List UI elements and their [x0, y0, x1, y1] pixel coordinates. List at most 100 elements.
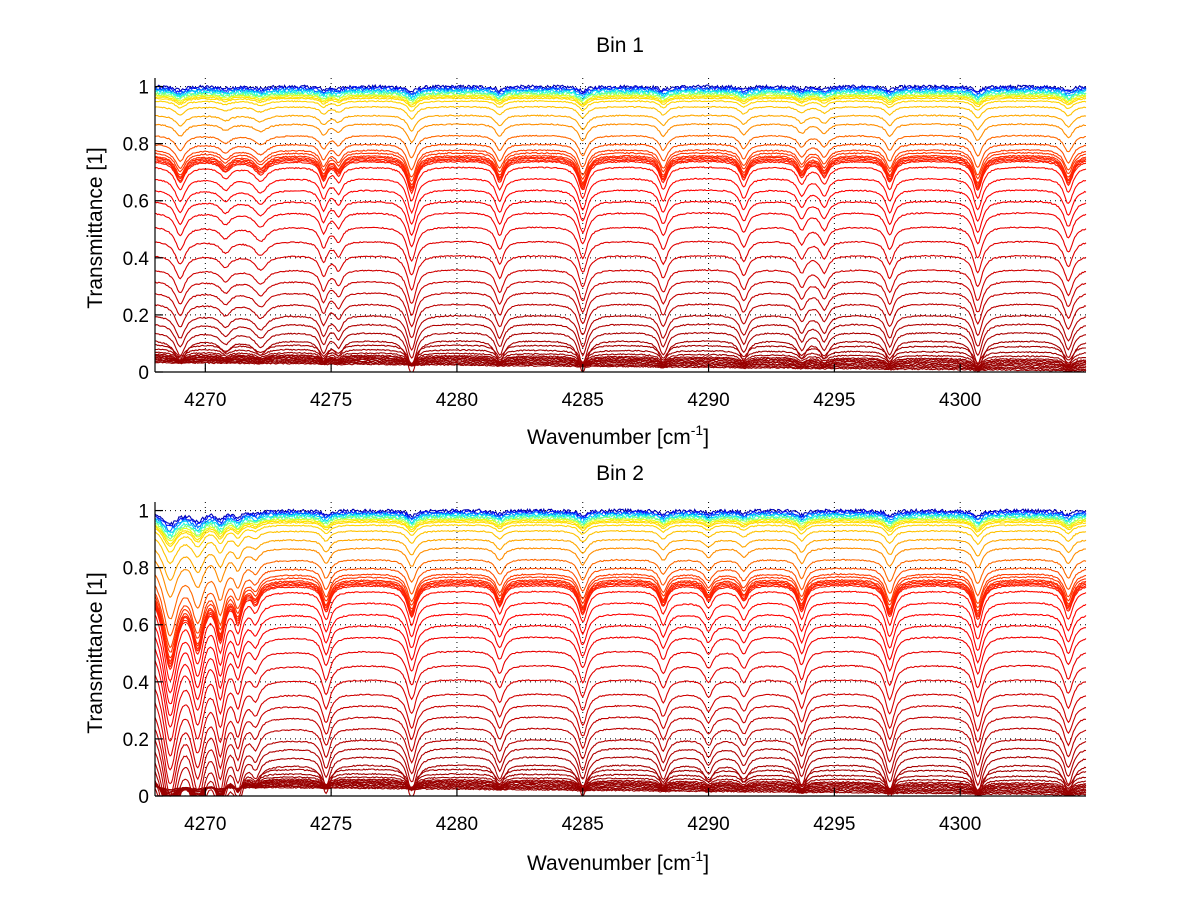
spectrum-series	[154, 764, 1087, 797]
spectrum-series	[154, 518, 1086, 542]
spectrum-series	[154, 580, 1087, 663]
spectrum-series	[154, 114, 1087, 132]
grid-lines	[155, 502, 1086, 796]
axes	[154, 502, 1086, 797]
spectrum-series	[154, 636, 1087, 728]
spectrum-series	[154, 786, 1087, 797]
spectrum-series	[154, 783, 1087, 795]
spectrum-series	[154, 280, 1087, 317]
spectrum-series	[154, 601, 1087, 694]
axes	[154, 78, 1086, 373]
spectrum-series	[154, 160, 1087, 195]
y-tick-label: 0.8	[123, 135, 149, 156]
y-tick-label: 0	[138, 363, 149, 384]
y-tick-label: 0	[138, 787, 149, 808]
x-tick-label: 4280	[436, 814, 478, 835]
spectrum-series	[154, 782, 1086, 797]
x-tick-label: 4295	[813, 814, 855, 835]
x-tick-label: 4280	[436, 390, 478, 411]
spectrum-series	[154, 149, 1087, 178]
spectrum-series	[154, 679, 1086, 771]
spectrum-series	[155, 361, 1087, 373]
spectrum-series	[154, 291, 1087, 328]
spectrum-series	[154, 785, 1087, 796]
series-lines	[154, 83, 1087, 373]
x-tick-labels: 4270 4275 4280 4285 4290 4295 4300	[184, 814, 981, 835]
spectrum-series	[154, 240, 1087, 276]
spectrum-series	[154, 716, 1087, 797]
y-tick-label: 0.6	[123, 192, 149, 213]
x-axis-label-superscript: -1	[691, 422, 704, 438]
spectrum-series	[154, 547, 1086, 598]
spectrum-series	[154, 134, 1087, 159]
spectrum-series	[154, 211, 1087, 248]
spectrum-series	[154, 105, 1087, 120]
spectrum-series	[154, 567, 1087, 637]
x-tick-label: 4290	[687, 390, 729, 411]
x-tick-label: 4275	[310, 814, 352, 835]
y-tick-labels: 0 0.2 0.4 0.6 0.8 1	[123, 78, 150, 384]
spectrum-series	[154, 584, 1087, 671]
spectrum-series	[155, 348, 1087, 366]
spectrum-series	[154, 143, 1087, 171]
x-axis-label-superscript: -1	[691, 848, 704, 864]
spectrum-series	[154, 780, 1087, 797]
spectrum-series	[154, 156, 1087, 189]
spectrum-series	[154, 99, 1087, 112]
panel-bin-1: Bin 1 4270 4275 4280 4285 4290 4295 4300 00.20…	[84, 34, 1087, 449]
spectrum-series	[154, 95, 1087, 106]
y-tick-label: 1	[138, 502, 149, 523]
spectrum-series	[154, 354, 1087, 368]
spectrum-series	[154, 558, 1087, 620]
plot-title: Bin 1	[596, 34, 644, 57]
x-axis-label: Wavenumber [cm-1]	[527, 422, 709, 449]
spectrum-series	[154, 88, 1087, 100]
x-axis-label-text: Wavenumber [cm	[527, 852, 691, 875]
spectrum-series	[154, 521, 1087, 548]
spectrum-series	[154, 756, 1087, 797]
x-tick-label: 4285	[562, 814, 604, 835]
x-tick-label: 4275	[310, 390, 352, 411]
spectrum-series	[154, 177, 1087, 215]
spectrum-series	[154, 776, 1087, 797]
spectrum-series	[154, 226, 1087, 262]
spectrum-series	[154, 154, 1087, 186]
x-tick-label: 4295	[813, 390, 855, 411]
x-axis-label-text: Wavenumber [cm	[527, 426, 691, 449]
spectrum-series	[154, 575, 1087, 653]
spectrum-series	[154, 523, 1087, 553]
spectrum-series	[154, 360, 1087, 372]
spectrum-series	[154, 303, 1087, 339]
panel-bin-2: Bin 2 4270 4275 4280 4285 4290 4295 4300 00.20…	[84, 462, 1087, 875]
y-tick-labels: 0 0.2 0.4 0.6 0.8 1	[123, 502, 150, 808]
spectrum-series	[154, 331, 1087, 367]
spectrum-series	[154, 768, 1087, 797]
y-tick-label: 1	[138, 78, 149, 99]
spectrum-series	[154, 664, 1087, 757]
spectrum-series	[154, 357, 1086, 370]
spectrum-series	[154, 96, 1087, 108]
spectrum-series	[154, 779, 1087, 797]
spectrum-series	[154, 343, 1086, 365]
spectrum-series	[154, 358, 1087, 371]
spectrum-series	[154, 747, 1087, 797]
spectrum-series	[154, 650, 1087, 742]
spectrum-series	[154, 159, 1087, 192]
y-tick-label: 0.4	[123, 673, 150, 694]
spectrum-series	[154, 268, 1087, 305]
spectrum-series	[154, 727, 1087, 797]
spectrum-series	[154, 254, 1087, 291]
x-tick-label: 4285	[562, 390, 604, 411]
y-tick-label: 0.6	[123, 616, 149, 637]
spectrum-series	[154, 513, 1087, 538]
x-tick-label: 4300	[939, 814, 981, 835]
y-tick-label: 0.2	[123, 730, 149, 751]
x-tick-label: 4300	[939, 390, 981, 411]
plot-title: Bin 2	[596, 462, 644, 485]
spectrum-series	[154, 590, 1087, 682]
spectrum-series	[154, 151, 1087, 182]
x-tick-label: 4270	[184, 814, 226, 835]
x-axis-label-suffix: ]	[703, 426, 709, 449]
spectrum-series	[154, 94, 1087, 104]
